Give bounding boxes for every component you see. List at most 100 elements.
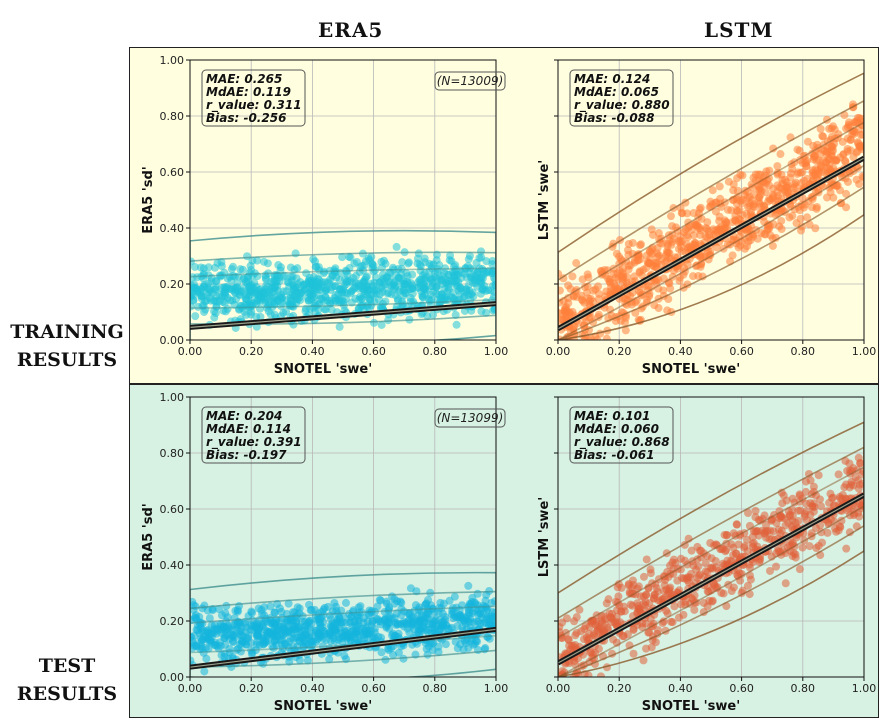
scatter-point xyxy=(794,506,803,515)
scatter-point xyxy=(665,587,674,596)
x-tick-label: 0.80 xyxy=(423,682,448,695)
scatter-point xyxy=(378,303,387,312)
scatter-point xyxy=(382,623,391,632)
scatter-point xyxy=(740,234,749,243)
scatter-point xyxy=(641,598,650,607)
scatter-point xyxy=(453,622,462,631)
scatter-point xyxy=(788,494,797,503)
x-tick-label: 1.00 xyxy=(484,682,509,695)
scatter-point xyxy=(568,272,577,281)
scatter-point xyxy=(775,514,784,523)
scatter-point xyxy=(856,458,864,467)
scatter-point xyxy=(327,305,336,314)
scatter-point xyxy=(303,656,312,665)
scatter-point xyxy=(628,601,637,610)
scatter-point xyxy=(689,231,698,240)
scatter-point xyxy=(361,257,370,266)
scatter-point xyxy=(465,251,474,260)
scatter-point xyxy=(605,277,614,286)
scatter-point xyxy=(781,579,790,588)
scatter-point xyxy=(210,296,219,305)
scatter-point xyxy=(373,602,382,611)
scatter-point xyxy=(606,287,615,296)
y-tick-label: 0.40 xyxy=(160,222,185,235)
scatter-point xyxy=(663,609,672,618)
scatter-point xyxy=(676,236,685,245)
scatter-point xyxy=(845,528,854,537)
scatter-point xyxy=(708,186,717,195)
axes-frame xyxy=(557,59,865,341)
y-tick-label: 0.80 xyxy=(160,110,185,123)
scatter-point xyxy=(197,636,206,645)
scatter-point xyxy=(418,624,427,633)
scatter-point xyxy=(401,288,410,297)
scatter-point xyxy=(253,256,262,265)
scatter-point xyxy=(205,614,214,623)
scatter-point xyxy=(248,608,257,617)
scatter-point xyxy=(345,618,354,627)
plot-era5-test: 0.00 0.20 0.40 0.60 0.80 1.00 0.00 0.20 0.40 0.60… xyxy=(141,391,508,714)
scatter-point xyxy=(769,144,778,153)
scatter-point xyxy=(295,604,304,613)
scatter-point xyxy=(855,480,864,489)
scatter-point xyxy=(607,613,616,622)
scatter-point xyxy=(704,247,713,256)
scatter-point xyxy=(664,295,673,304)
scatter-point xyxy=(307,605,316,614)
scatter-point xyxy=(243,252,252,261)
scatter-point xyxy=(331,282,340,291)
density-contour xyxy=(558,466,864,677)
scatter-point xyxy=(777,216,786,225)
scatter-point xyxy=(387,644,396,653)
scatter-point xyxy=(215,605,224,614)
x-tick-label: 1.00 xyxy=(852,345,877,358)
x-tick-label: 0.60 xyxy=(361,682,386,695)
scatter-point xyxy=(231,295,240,304)
scatter-point xyxy=(311,628,320,637)
scatter-point xyxy=(270,608,279,617)
scatter-point xyxy=(690,605,699,614)
density-contour xyxy=(190,605,496,654)
scatter-point xyxy=(851,473,860,482)
x-tick-label: 0.40 xyxy=(668,682,693,695)
row-title-test-line1: TEST xyxy=(38,655,96,677)
scatter-point xyxy=(639,656,648,665)
scatter-point xyxy=(855,180,864,189)
scatter-point xyxy=(342,626,351,635)
scatter-point xyxy=(829,193,838,202)
stats-line: MdAE: 0.065 xyxy=(574,85,659,99)
scatter-point xyxy=(674,613,683,622)
scatter-point xyxy=(242,627,251,636)
scatter-point xyxy=(773,162,782,171)
scatter-point xyxy=(579,635,588,644)
scatter-point xyxy=(831,156,840,165)
scatter-point xyxy=(200,307,209,316)
scatter-point xyxy=(370,318,379,327)
scatter-point xyxy=(559,274,568,283)
scatter-point xyxy=(664,248,673,257)
scatter-point xyxy=(272,631,281,640)
scatter-point xyxy=(825,160,834,169)
scatter-point xyxy=(778,499,787,508)
scatter-point xyxy=(436,598,445,607)
scatter-point xyxy=(289,320,298,329)
scatter-point xyxy=(575,605,584,614)
scatter-point xyxy=(625,588,634,597)
scatter-point xyxy=(747,196,756,205)
y-axis-label: ERA5 'sd' xyxy=(141,166,156,234)
scatter-point xyxy=(815,495,824,504)
scatter-point xyxy=(195,612,204,621)
scatter-point xyxy=(577,291,586,300)
scatter-point xyxy=(204,263,213,272)
scatter-point xyxy=(801,487,810,496)
stats-box xyxy=(201,69,306,127)
scatter-point xyxy=(628,238,637,247)
scatter-point xyxy=(777,225,786,234)
scatter-point xyxy=(200,601,209,610)
density-contour xyxy=(558,72,864,340)
scatter-point xyxy=(687,546,696,555)
scatter-point xyxy=(204,285,213,294)
scatter-point xyxy=(793,169,802,178)
scatter-point xyxy=(394,287,403,296)
scatter-point xyxy=(826,489,835,498)
